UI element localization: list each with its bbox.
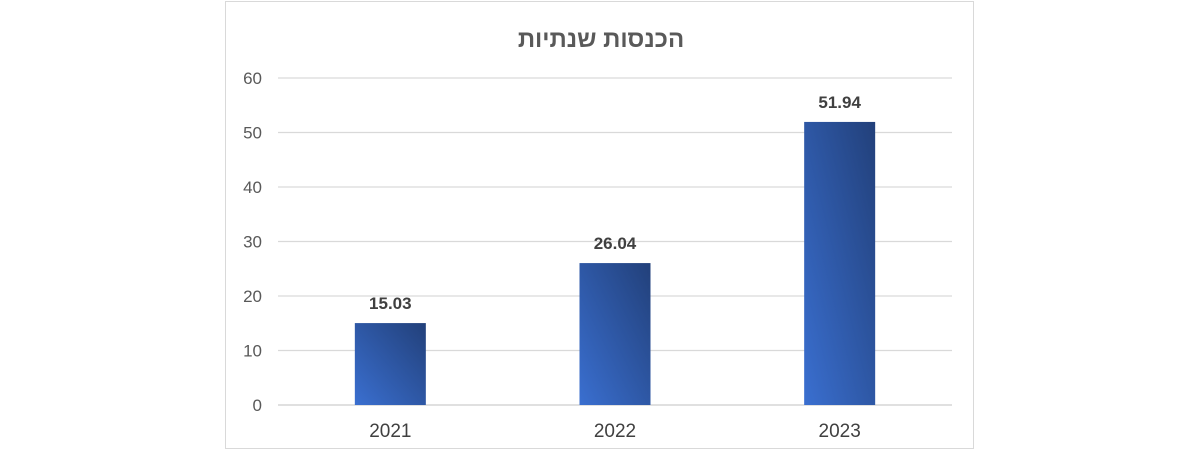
chart-area: הכנסות שנתיות 0 10 20 30 40 50 60 15.03 26.04 51… bbox=[225, 1, 974, 449]
data-labels: 15.03 26.04 51.94 bbox=[369, 93, 861, 313]
x-tick-label: 2022 bbox=[594, 421, 636, 442]
x-tick-label: 2023 bbox=[819, 421, 861, 442]
bar-2023 bbox=[804, 121, 876, 405]
y-tick-label: 10 bbox=[243, 342, 262, 361]
y-tick-label: 40 bbox=[243, 178, 262, 197]
y-tick-label: 60 bbox=[243, 69, 262, 88]
y-tick-label: 50 bbox=[243, 124, 262, 143]
x-axis-labels: 2021 2022 2023 bbox=[369, 421, 861, 442]
bar-2022 bbox=[579, 263, 651, 405]
y-axis-ticks: 0 10 20 30 40 50 60 bbox=[243, 69, 262, 415]
bar-2021 bbox=[354, 323, 426, 405]
y-tick-label: 0 bbox=[253, 396, 262, 415]
bars bbox=[354, 121, 876, 405]
y-tick-label: 20 bbox=[243, 287, 262, 306]
x-tick-label: 2021 bbox=[369, 421, 411, 442]
data-label-2021: 15.03 bbox=[369, 294, 412, 313]
data-label-2022: 26.04 bbox=[594, 234, 637, 253]
bar-chart: הכנסות שנתיות 0 10 20 30 40 50 60 15.03 26.04 51… bbox=[243, 26, 952, 442]
data-label-2023: 51.94 bbox=[818, 93, 861, 112]
y-tick-label: 30 bbox=[243, 233, 262, 252]
chart-title: הכנסות שנתיות bbox=[518, 26, 684, 53]
